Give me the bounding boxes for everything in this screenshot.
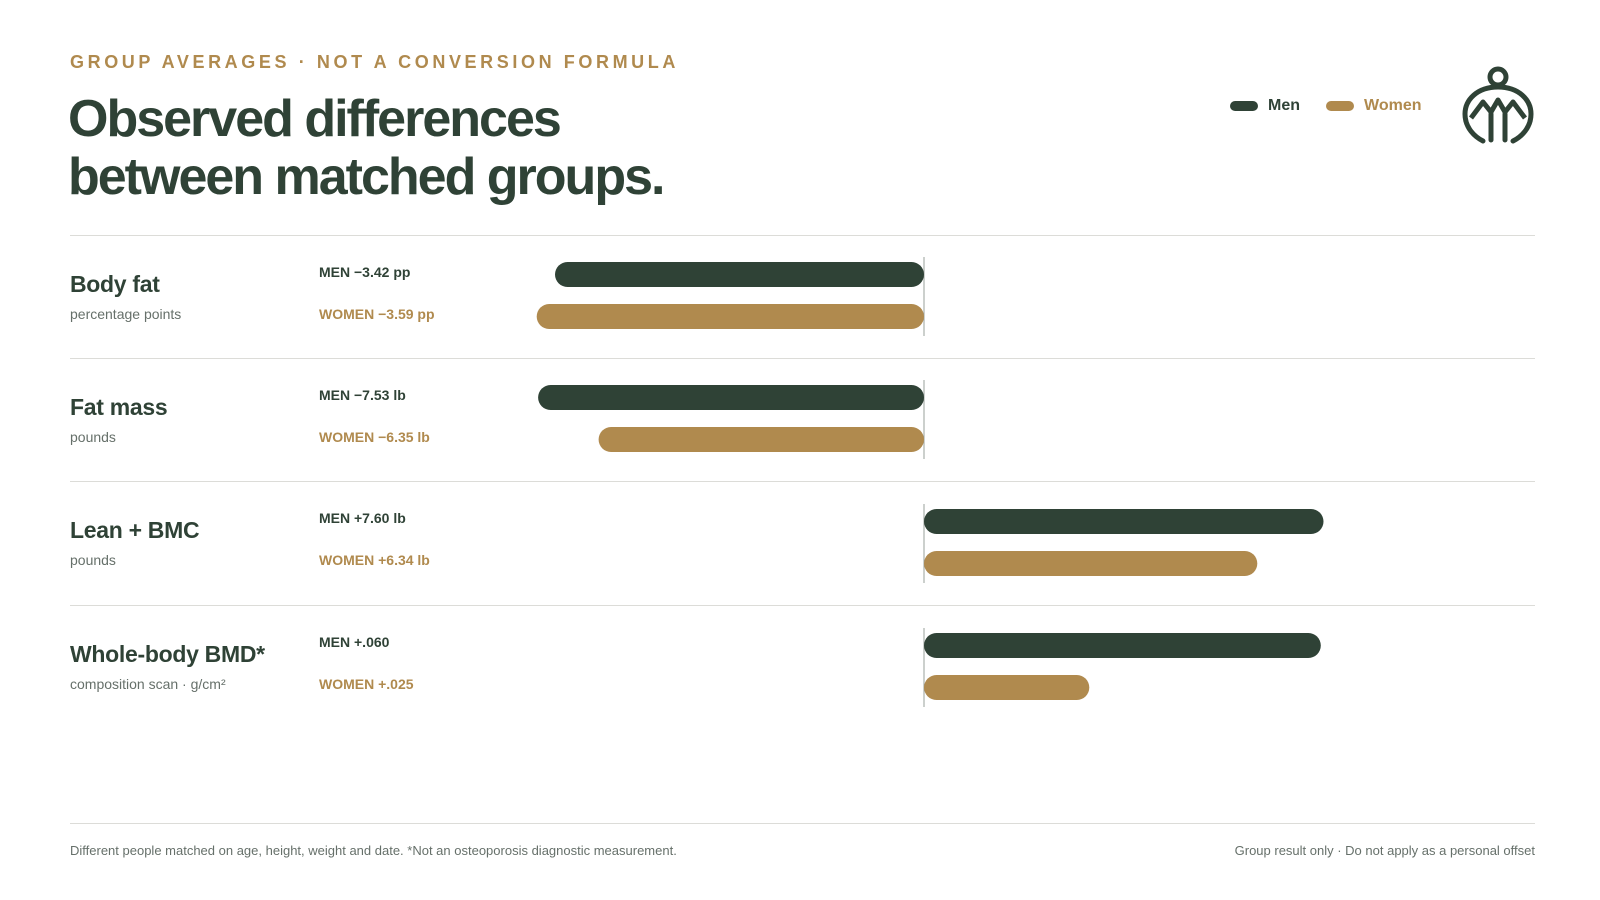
value-label-women: WOMEN −3.59 pp — [319, 306, 435, 322]
divider-row-3 — [70, 605, 1535, 606]
page-title: Observed differences between matched gro… — [68, 90, 828, 206]
metric-fat-mass: Fat mass pounds — [70, 394, 168, 445]
value-label-women: WOMEN +.025 — [319, 676, 414, 692]
eyebrow-label: GROUP AVERAGES · NOT A CONVERSION FORMUL… — [70, 52, 679, 72]
legend-swatch-men — [1230, 101, 1258, 111]
metric-unit: composition scan · g/cm² — [70, 676, 226, 692]
legend-label-men: Men — [1268, 97, 1300, 114]
title-line-1: Observed differences — [68, 90, 562, 148]
value-label-men: MEN +.060 — [319, 634, 390, 650]
metric-unit: percentage points — [70, 306, 182, 322]
bar-men-3 — [924, 633, 1321, 658]
legend-item-men: Men — [1230, 97, 1300, 115]
metric-name: Whole-body BMD* — [70, 641, 265, 667]
title-line-2: between matched groups. — [68, 148, 665, 206]
divider-bottom — [70, 823, 1535, 824]
metric-whole-body-bmd: Whole-body BMD* composition scan · g/cm² — [70, 641, 265, 692]
metric-body-fat: Body fat percentage points — [70, 271, 181, 322]
bar-men-2 — [924, 509, 1324, 534]
legend-item-women: Women — [1326, 97, 1421, 115]
value-label-men: MEN −3.42 pp — [319, 264, 411, 280]
metric-name: Body fat — [70, 271, 160, 297]
divider-row-1 — [70, 358, 1535, 359]
metric-unit: pounds — [70, 552, 116, 568]
value-label-men: MEN −7.53 lb — [319, 387, 406, 403]
bar-women-3 — [924, 675, 1090, 700]
bar-men-0 — [555, 262, 924, 287]
value-label-women: WOMEN +6.34 lb — [319, 552, 430, 568]
metric-name: Lean + BMC — [70, 517, 200, 543]
legend-swatch-women — [1326, 101, 1354, 111]
disclaimer: Group result only · Do not apply as a pe… — [1234, 843, 1535, 858]
footnote: Different people matched on age, height,… — [70, 843, 677, 858]
value-label-women: WOMEN −6.35 lb — [319, 429, 430, 445]
divider-top — [70, 235, 1535, 236]
bar-men-1 — [538, 385, 924, 410]
metric-name: Fat mass — [70, 394, 168, 420]
legend-label-women: Women — [1364, 97, 1422, 114]
metric-unit: pounds — [70, 429, 116, 445]
metric-lean-bmc: Lean + BMC pounds — [70, 517, 200, 568]
legend: Men Women — [1230, 96, 1447, 116]
value-label-men: MEN +7.60 lb — [319, 510, 406, 526]
bar-women-1 — [598, 427, 924, 452]
bar-women-0 — [536, 304, 924, 329]
divider-row-2 — [70, 481, 1535, 482]
mountain-figure-logo-icon — [1462, 66, 1534, 144]
bar-women-2 — [924, 551, 1258, 576]
